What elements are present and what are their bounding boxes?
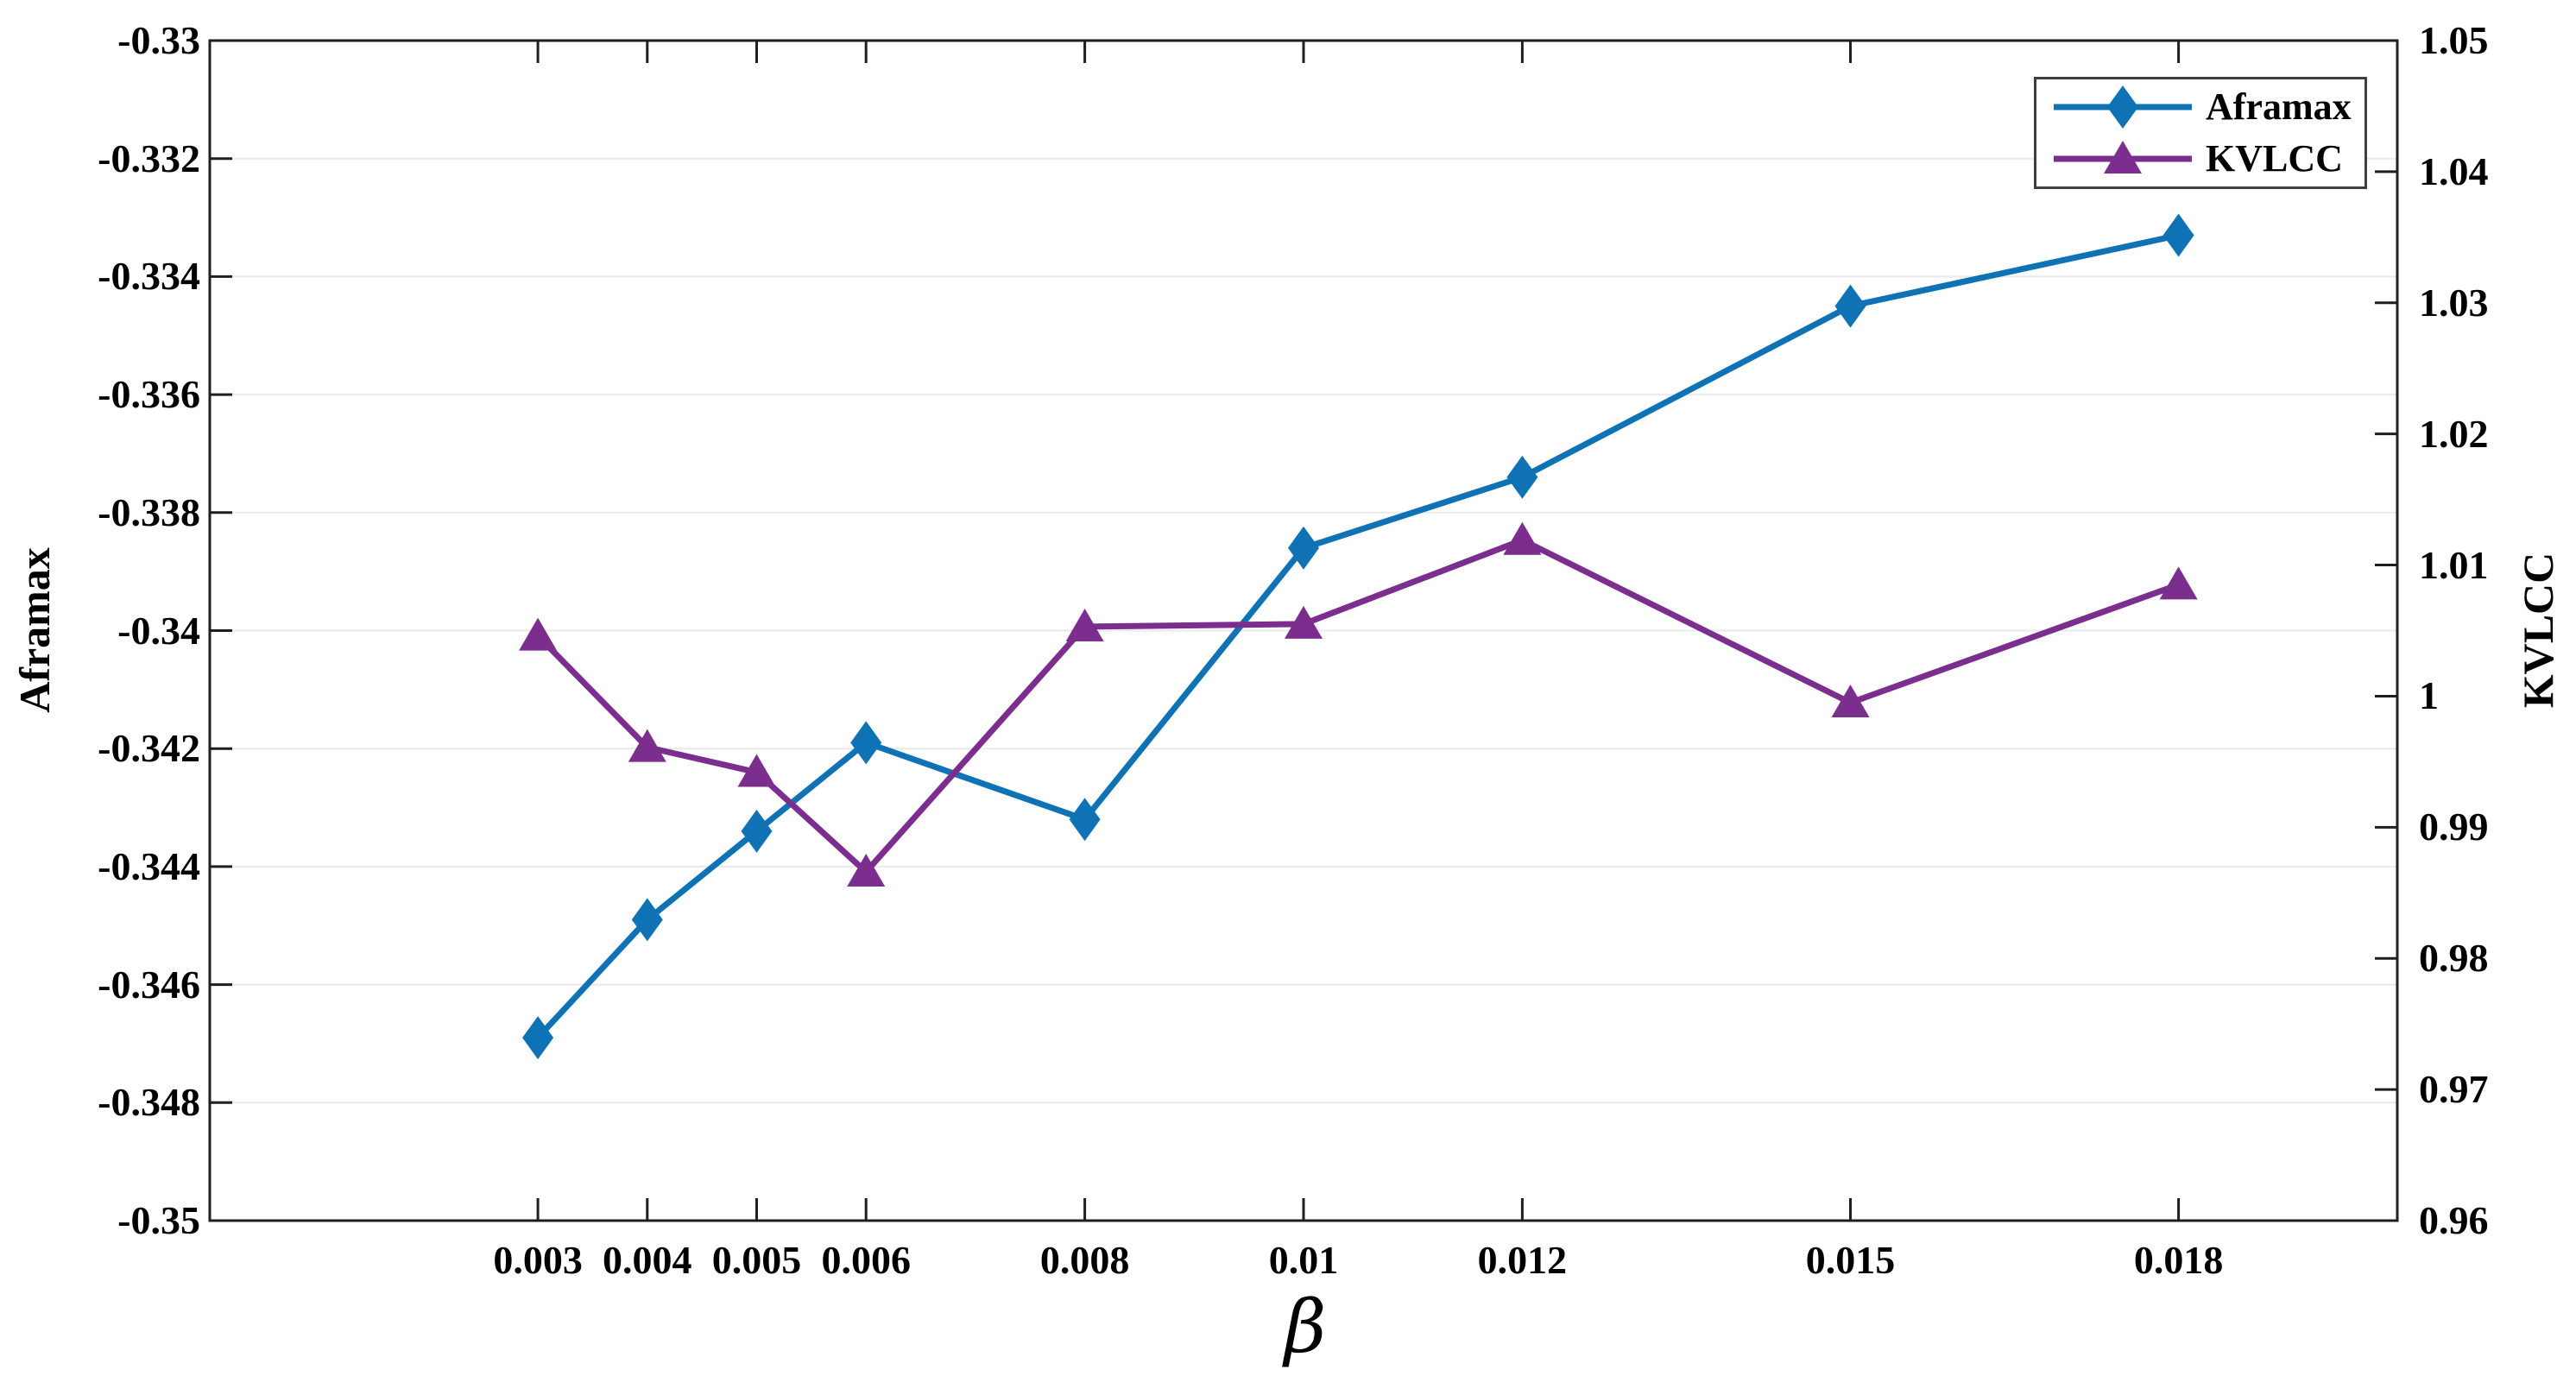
- right-y-axis-title: KVLCC: [2514, 552, 2562, 709]
- aframax-diamond-marker: [850, 721, 882, 765]
- kvlcc-line-marker-icon: [2049, 135, 2197, 183]
- aframax-diamond-marker: [522, 1016, 554, 1060]
- aframax-diamond-marker: [2162, 213, 2194, 257]
- kvlcc-triangle-marker: [628, 729, 666, 762]
- aframax-line: [535, 232, 2180, 1040]
- legend-sample-triangle-icon: [2054, 141, 2192, 174]
- aframax-diamond-marker: [741, 809, 773, 853]
- kvlcc-triangle-marker: [1285, 605, 1323, 639]
- aframax-diamond-marker: [1288, 526, 1319, 570]
- legend-label-kvlcc: KVLCC: [2206, 137, 2343, 180]
- legend-row-aframax[interactable]: Aframax: [2049, 83, 2364, 131]
- x-tick-label: 0.005: [711, 1238, 802, 1282]
- kvlcc-line: [535, 537, 2180, 875]
- right-y-tick-label: 1.02: [2419, 411, 2489, 456]
- right-y-tick-label: 0.97: [2419, 1067, 2489, 1112]
- x-tick-label: 0.004: [603, 1238, 692, 1282]
- right-y-tick-label: 0.99: [2419, 805, 2489, 849]
- left-y-tick-label: -0.332: [98, 136, 200, 180]
- kvlcc-triangle-marker: [2159, 566, 2198, 600]
- left-y-tick-label: -0.338: [98, 489, 200, 534]
- kvlcc-triangle-marker: [737, 754, 776, 787]
- x-tick-label: 0.01: [1268, 1238, 1339, 1282]
- left-y-tick-label: -0.35: [117, 1198, 200, 1242]
- legend-row-kvlcc[interactable]: KVLCC: [2049, 135, 2364, 183]
- right-y-tick-label: 0.96: [2419, 1198, 2489, 1242]
- x-tick-label: 0.008: [1039, 1238, 1130, 1282]
- right-y-tick-label: 1.05: [2419, 18, 2489, 62]
- left-y-tick-label: -0.344: [98, 843, 200, 888]
- right-y-tick-label: 1.03: [2419, 280, 2489, 325]
- left-y-tick-label: -0.348: [98, 1080, 200, 1125]
- kvlcc-triangle-marker: [1065, 608, 1104, 641]
- right-y-tick-label: 1.04: [2419, 148, 2489, 193]
- kvlcc-triangle-marker: [847, 853, 886, 887]
- right-y-tick-label: 0.98: [2419, 936, 2489, 981]
- left-y-tick-label: -0.346: [98, 962, 200, 1007]
- right-y-tick-label: 1.01: [2419, 542, 2489, 587]
- aframax-diamond-marker: [1834, 284, 1866, 328]
- aframax-diamond-marker: [1506, 455, 1538, 499]
- x-tick-label: 0.015: [1805, 1238, 1896, 1282]
- legend-label-aframax: Aframax: [2206, 85, 2352, 128]
- right-y-tick-label: 1: [2419, 673, 2439, 718]
- left-y-tick-label: -0.336: [98, 372, 200, 417]
- kvlcc-triangle-marker: [1831, 685, 1870, 718]
- kvlcc-triangle-marker: [519, 617, 558, 651]
- left-y-tick-label: -0.34: [117, 608, 200, 653]
- x-axis-title: β: [1284, 1284, 1327, 1369]
- x-tick-label: 0.018: [2133, 1238, 2224, 1282]
- left-y-axis-title: Aframax: [10, 547, 59, 713]
- aframax-diamond-marker: [1069, 798, 1101, 842]
- legend-box[interactable]: Aframax KVLCC: [2034, 77, 2367, 189]
- x-tick-label: 0.006: [821, 1238, 911, 1282]
- left-y-tick-label: -0.33: [117, 18, 200, 62]
- aframax-line-marker-icon: [2049, 83, 2197, 131]
- legend-sample-diamond-icon: [2054, 85, 2192, 129]
- x-tick-label: 0.003: [493, 1238, 583, 1282]
- left-y-tick-label: -0.334: [98, 254, 200, 299]
- aframax-diamond-marker: [631, 898, 663, 942]
- left-y-tick-label: -0.342: [98, 726, 200, 771]
- kvlcc-triangle-marker: [1503, 521, 1542, 555]
- x-tick-label: 0.012: [1477, 1238, 1568, 1282]
